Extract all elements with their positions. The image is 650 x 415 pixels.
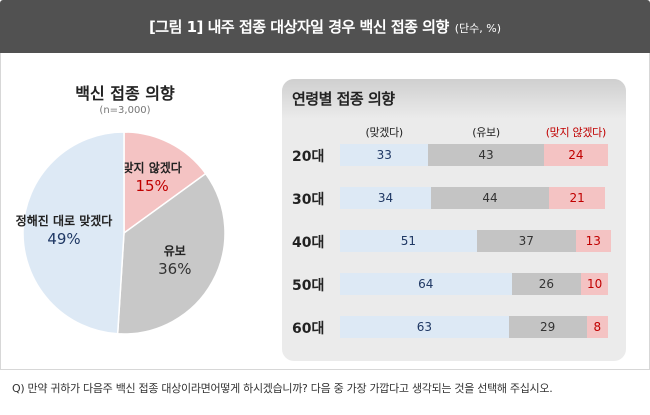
bar-segment: 44 bbox=[431, 187, 550, 209]
bar-value-label: 21 bbox=[569, 191, 585, 205]
legend-entry: (유보) bbox=[472, 126, 500, 139]
bar-segment: 37 bbox=[476, 230, 576, 252]
bar-segment: 33 bbox=[340, 144, 429, 166]
bar-segment: 63 bbox=[340, 316, 509, 338]
pie-subtitle: (n=3,000) bbox=[99, 105, 151, 116]
bar-segment: 26 bbox=[511, 273, 582, 295]
pie-slice bbox=[22, 131, 125, 335]
pie-title: 백신 접종 의향 bbox=[75, 84, 175, 103]
pie-slice bbox=[123, 131, 207, 235]
bar-value-label: 24 bbox=[568, 148, 584, 162]
survey-question: Q) 만약 귀하가 다음주 백신 접종 대상이라면어떻게 하시겠습니까? 다음 … bbox=[12, 382, 553, 395]
bar-value-label: 44 bbox=[482, 191, 498, 205]
legend-entry: (맞지 않겠다) bbox=[545, 126, 607, 139]
pie-slice-label: 정해진 대로 맞겠다 bbox=[16, 213, 113, 228]
bar-segment: 34 bbox=[340, 187, 432, 209]
category-label: 40대 bbox=[292, 235, 325, 251]
bar-value-label: 43 bbox=[478, 148, 494, 162]
bar-value-label: 64 bbox=[418, 277, 434, 291]
category-label: 30대 bbox=[292, 192, 325, 208]
bar-value-label: 63 bbox=[416, 320, 433, 334]
bar-segment: 64 bbox=[340, 273, 512, 295]
bar-value-label: 37 bbox=[518, 234, 534, 248]
bar-value-label: 51 bbox=[400, 234, 416, 248]
bar-segment: 51 bbox=[340, 230, 477, 252]
bar-chart-title: 연령별 접종 의향 bbox=[292, 90, 395, 108]
bar-segment: 10 bbox=[581, 273, 608, 295]
pie-slice-value: 49% bbox=[47, 230, 80, 248]
category-label: 50대 bbox=[292, 278, 325, 294]
pie-slice-label: 맞지 않겠다 bbox=[122, 160, 181, 175]
bar-value-label: 8 bbox=[593, 320, 602, 334]
bar-segment: 13 bbox=[575, 230, 611, 252]
bar-segment: 43 bbox=[428, 144, 544, 166]
bar-value-label: 29 bbox=[540, 320, 556, 334]
bar-segment: 8 bbox=[586, 316, 608, 338]
bar-value-label: 13 bbox=[585, 234, 601, 248]
pie-slice-value: 15% bbox=[135, 177, 168, 195]
bar-value-label: 34 bbox=[377, 191, 394, 205]
figure-title: [그림 1] 내주 접종 대상자일 경우 백신 접종 의향 bbox=[148, 18, 449, 36]
pie-slice-value: 36% bbox=[158, 260, 191, 278]
bar-chart-panel bbox=[282, 79, 626, 361]
pie-slice bbox=[116, 172, 226, 335]
bar-segment: 21 bbox=[549, 187, 606, 209]
bar-segment: 24 bbox=[543, 144, 608, 166]
category-label: 20대 bbox=[292, 149, 325, 165]
bar-segment: 29 bbox=[508, 316, 587, 338]
unit-label: (단수, %) bbox=[454, 22, 502, 35]
bar-value-label: 33 bbox=[376, 148, 392, 162]
bar-value-label: 10 bbox=[586, 277, 603, 291]
category-label: 60대 bbox=[292, 321, 325, 337]
legend-entry: (맞겠다) bbox=[365, 126, 403, 139]
bar-value-label: 26 bbox=[538, 277, 554, 291]
figure-header: [그림 1] 내주 접종 대상자일 경우 백신 접종 의향 (단수, %) bbox=[0, 0, 650, 53]
pie-chart: 맞지 않겠다 15% 유보 36% 정해진 대로 맞겠다 49% bbox=[16, 131, 226, 335]
pie-slice-label: 유보 bbox=[164, 244, 186, 258]
